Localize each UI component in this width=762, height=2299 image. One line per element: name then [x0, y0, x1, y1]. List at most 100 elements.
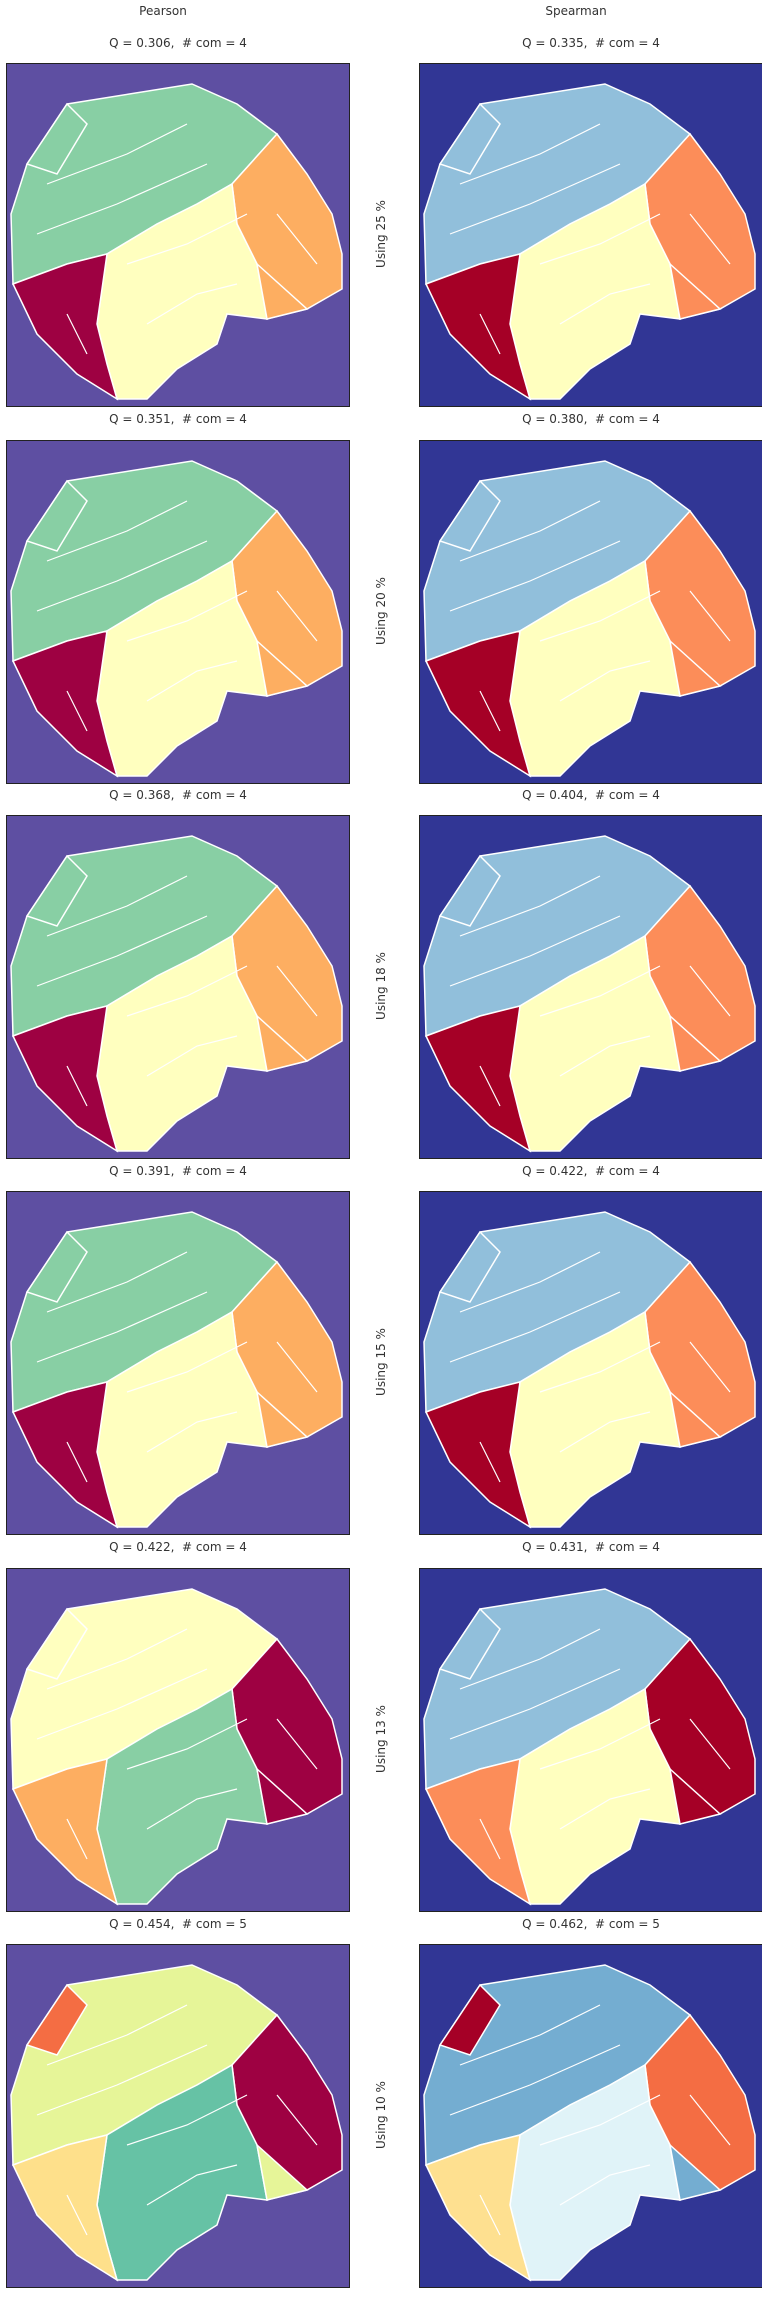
parcel-boundary-line [66, 1441, 88, 1483]
parcel-boundary-line [539, 965, 661, 1017]
parcel-boundary-line [449, 540, 621, 612]
community-region-6 [668, 638, 722, 697]
community-region-6 [668, 1389, 722, 1448]
spearman-brain-map-row-5 [423, 1588, 756, 1906]
row-label: Using 18 % [374, 952, 388, 1020]
pearson-brain-map-row-2 [10, 460, 343, 778]
community-region-6 [255, 638, 309, 697]
community-region-4 [424, 1005, 532, 1153]
community-region-4 [424, 1381, 532, 1529]
parcel-boundary-line [126, 1341, 248, 1393]
parcel-boundary-line [559, 283, 651, 325]
community-region-5 [25, 1983, 88, 2056]
parcel-boundary-line [559, 1788, 651, 1830]
parcel-boundary-line [46, 1251, 188, 1313]
parcel-boundary-line [46, 875, 188, 937]
parcel-boundary-line [689, 213, 731, 265]
parcel-boundary-line [66, 1818, 88, 1860]
community-region-5 [25, 1230, 88, 1303]
community-region-6 [255, 261, 309, 320]
parcel-boundary-line [459, 1251, 601, 1313]
parcel-boundary-line [36, 1668, 208, 1740]
pearson-panel-title: Q = 0.368, # com = 4 [109, 788, 247, 802]
pearson-brain-map-row-4 [10, 1211, 343, 1529]
community-region-6 [668, 261, 722, 320]
spearman-panel-row-4 [419, 1191, 762, 1535]
pearson-panel-title: Q = 0.454, # com = 5 [109, 1917, 247, 1931]
parcel-boundary-line [46, 123, 188, 185]
spearman-panel-row-3 [419, 815, 762, 1159]
parcel-boundary-line [66, 690, 88, 732]
parcel-boundary-line [126, 213, 248, 265]
parcel-boundary-line [449, 915, 621, 987]
parcel-boundary-line [36, 1291, 208, 1363]
community-region-6 [255, 1013, 309, 1072]
spearman-brain-map-row-3 [423, 835, 756, 1153]
parcel-boundary-line [66, 2194, 88, 2236]
spearman-brain-map-row-1 [423, 83, 756, 401]
community-region-6 [668, 2142, 722, 2201]
parcel-boundary-line [539, 2094, 661, 2146]
parcel-boundary-line [36, 2044, 208, 2116]
spearman-brain-map-row-2 [423, 460, 756, 778]
parcel-boundary-line [276, 2094, 318, 2146]
parcel-boundary-line [449, 1668, 621, 1740]
parcel-boundary-line [146, 660, 238, 702]
community-region-5 [438, 102, 501, 175]
community-region-5 [438, 479, 501, 552]
column-header-spearman: Spearman [545, 4, 607, 18]
community-region-6 [668, 1013, 722, 1072]
pearson-panel-title: Q = 0.351, # com = 4 [109, 412, 247, 426]
spearman-panel-row-2 [419, 440, 762, 784]
pearson-brain-map-row-5 [10, 1588, 343, 1906]
parcel-boundary-line [276, 1341, 318, 1393]
parcel-boundary-line [689, 965, 731, 1017]
parcel-boundary-line [689, 590, 731, 642]
community-region-4 [424, 2134, 532, 2282]
community-region-4 [11, 253, 119, 401]
parcel-boundary-line [146, 283, 238, 325]
pearson-panel-row-6 [6, 1944, 350, 2288]
parcel-boundary-line [46, 500, 188, 562]
parcel-boundary-line [479, 690, 501, 732]
row-label: Using 10 % [374, 2081, 388, 2149]
community-region-4 [424, 253, 532, 401]
parcel-boundary-line [276, 965, 318, 1017]
pearson-panel-row-3 [6, 815, 350, 1159]
pearson-panel-row-4 [6, 1191, 350, 1535]
parcel-boundary-line [276, 1718, 318, 1770]
parcel-boundary-line [559, 1411, 651, 1453]
parcel-boundary-line [559, 660, 651, 702]
parcel-boundary-line [689, 1718, 731, 1770]
community-region-5 [438, 854, 501, 927]
spearman-brain-map-row-4 [423, 1211, 756, 1529]
parcel-boundary-line [689, 2094, 731, 2146]
parcel-boundary-line [689, 1341, 731, 1393]
pearson-panel-row-5 [6, 1568, 350, 1912]
parcel-boundary-line [539, 590, 661, 642]
parcel-boundary-line [146, 1788, 238, 1830]
parcel-boundary-line [449, 163, 621, 235]
parcel-boundary-line [479, 1065, 501, 1107]
community-region-5 [25, 1607, 88, 1680]
parcel-boundary-line [126, 590, 248, 642]
spearman-panel-row-5 [419, 1568, 762, 1912]
parcel-boundary-line [459, 875, 601, 937]
parcel-boundary-line [449, 2044, 621, 2116]
community-region-6 [255, 1389, 309, 1448]
parcel-boundary-line [459, 500, 601, 562]
spearman-panel-title: Q = 0.431, # com = 4 [522, 1540, 660, 1554]
parcel-boundary-line [126, 1718, 248, 1770]
parcel-boundary-line [559, 2164, 651, 2206]
column-header-pearson: Pearson [139, 4, 187, 18]
parcel-boundary-line [479, 1441, 501, 1483]
community-region-6 [668, 1766, 722, 1825]
pearson-panel-row-2 [6, 440, 350, 784]
spearman-brain-map-row-6 [423, 1964, 756, 2282]
community-region-5 [25, 479, 88, 552]
parcel-boundary-line [479, 2194, 501, 2236]
community-region-5 [438, 1983, 501, 2056]
community-region-4 [424, 630, 532, 778]
parcel-boundary-line [46, 2004, 188, 2066]
row-label: Using 20 % [374, 577, 388, 645]
